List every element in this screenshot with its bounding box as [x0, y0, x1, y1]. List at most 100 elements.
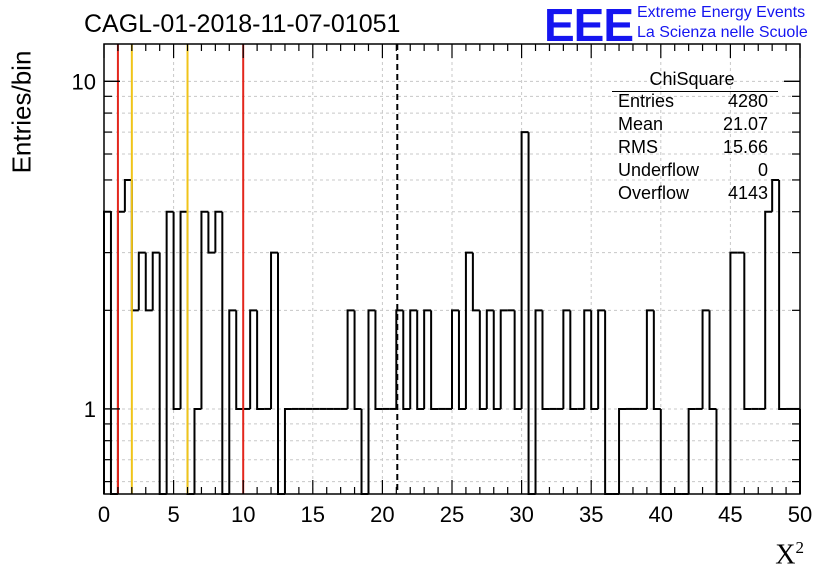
histogram-bin: [103, 210, 111, 494]
histogram-bin: [374, 310, 383, 410]
histogram-bin: [645, 309, 654, 409]
histogram-bin: [451, 309, 459, 409]
histogram-bin: [116, 210, 125, 494]
histogram-bin: [179, 210, 188, 409]
y-tick-label: 10: [72, 69, 96, 94]
stats-label: RMS: [618, 137, 658, 157]
x-tick-label: 40: [649, 502, 673, 527]
histogram-bin: [283, 407, 292, 494]
x-axis-label-superscript: 2: [795, 538, 805, 557]
histogram-bin: [109, 211, 118, 495]
histogram-bin: [214, 210, 223, 253]
x-tick-label: 30: [509, 502, 533, 527]
histogram-bin: [207, 211, 216, 254]
eee-logo-mark: EEE: [544, 0, 634, 51]
histogram-bin: [457, 310, 466, 410]
histogram-bin: [618, 407, 626, 494]
y-tick-label: 1: [84, 397, 96, 422]
histogram-bin: [687, 407, 696, 494]
histogram-bin: [256, 310, 265, 410]
histogram-bin: [346, 309, 355, 409]
stats-title: ChiSquare: [649, 69, 735, 89]
histogram-bin: [652, 310, 661, 410]
histogram-bin: [771, 178, 780, 212]
stats-box: ChiSquare Entries 4280 Mean 21.07 RMS 15…: [612, 68, 778, 205]
histogram-bin: [597, 309, 606, 409]
stats-row: Overflow 4143: [612, 182, 768, 205]
stats-label: Entries: [618, 91, 675, 111]
histogram-bin: [471, 252, 480, 312]
histogram-bin: [172, 211, 181, 410]
histogram-bin: [485, 309, 494, 409]
stats-label: Mean: [618, 114, 664, 134]
histogram-bin: [158, 252, 167, 495]
histogram-bin: [527, 132, 536, 495]
stats-row: Mean 21.07: [612, 113, 768, 136]
histogram-bin: [137, 251, 146, 311]
y-axis-label: Entries/bin: [6, 50, 37, 174]
histogram-bin: [478, 310, 487, 410]
histogram-bin: [764, 210, 773, 409]
logo-text-line-1: Extreme Energy Events: [637, 4, 806, 21]
x-axis-label: X2: [775, 538, 804, 571]
histogram-bin: [130, 179, 139, 312]
histogram-bin: [249, 309, 258, 409]
histogram-bin: [569, 310, 578, 410]
reference-lines: [116, 44, 399, 494]
stats-label: Overflow: [618, 183, 690, 203]
x-tick-label: 45: [718, 502, 742, 527]
stats-divider: [612, 91, 778, 92]
histogram-bin: [534, 309, 543, 494]
x-tick-label: 35: [579, 502, 603, 527]
histogram-bin: [235, 310, 244, 410]
x-tick-label: 15: [301, 502, 325, 527]
histogram-bin: [353, 310, 362, 410]
stats-value: 21.07: [722, 114, 768, 134]
histogram-bin: [367, 309, 376, 494]
x-tick-label: 20: [370, 502, 394, 527]
stats-label: Underflow: [618, 160, 700, 180]
histogram-bin: [430, 310, 439, 410]
x-tick-label: 5: [167, 502, 179, 527]
histogram-bin: [562, 309, 571, 409]
stats-value: 4143: [727, 183, 768, 203]
histogram-bin: [228, 309, 237, 494]
histogram-bin: [221, 211, 230, 495]
histogram-bin: [778, 179, 787, 410]
stats-value: 4280: [727, 91, 768, 111]
histogram-bin: [701, 309, 710, 409]
histogram-bin: [423, 309, 432, 409]
stats-row: Entries 4280: [612, 90, 768, 113]
histogram-bin: [520, 131, 529, 409]
histogram-bin: [541, 310, 550, 410]
histogram-bin: [513, 310, 522, 410]
histogram-bin: [123, 178, 132, 212]
histogram-bin: [186, 211, 195, 495]
histogram-bin: [464, 251, 473, 409]
histogram-bin: [492, 310, 501, 410]
histogram-bin: [144, 252, 153, 312]
x-tick-label: 25: [440, 502, 464, 527]
histogram-bin: [409, 309, 418, 409]
histogram-bin: [604, 310, 613, 495]
logo-text-line-2: La Scienza nelle Scuole: [637, 24, 808, 41]
histogram-bin: [499, 309, 508, 409]
histogram-bin: [402, 310, 411, 410]
histogram-bin: [165, 210, 174, 494]
histogram-bin: [416, 310, 425, 410]
stats-value: 15.66: [722, 137, 768, 157]
stats-value: 0: [757, 160, 768, 180]
histogram-bin: [151, 251, 160, 311]
histogram-bin: [277, 252, 285, 495]
x-tick-label: 50: [788, 502, 812, 527]
histogram-bin: [743, 252, 752, 410]
stats-row: RMS 15.66: [612, 136, 768, 159]
histogram-bin: [708, 310, 717, 410]
run-title: CAGL-01-2018-11-07-01051: [84, 10, 401, 38]
histogram-bin: [729, 251, 738, 494]
stats-row: Underflow 0: [612, 159, 768, 182]
histogram-bin: [583, 309, 592, 409]
tick-labels: 0 5 10 15 20 25 30 35 40 45 50 1 10: [72, 69, 813, 527]
x-tick-label: 10: [231, 502, 255, 527]
